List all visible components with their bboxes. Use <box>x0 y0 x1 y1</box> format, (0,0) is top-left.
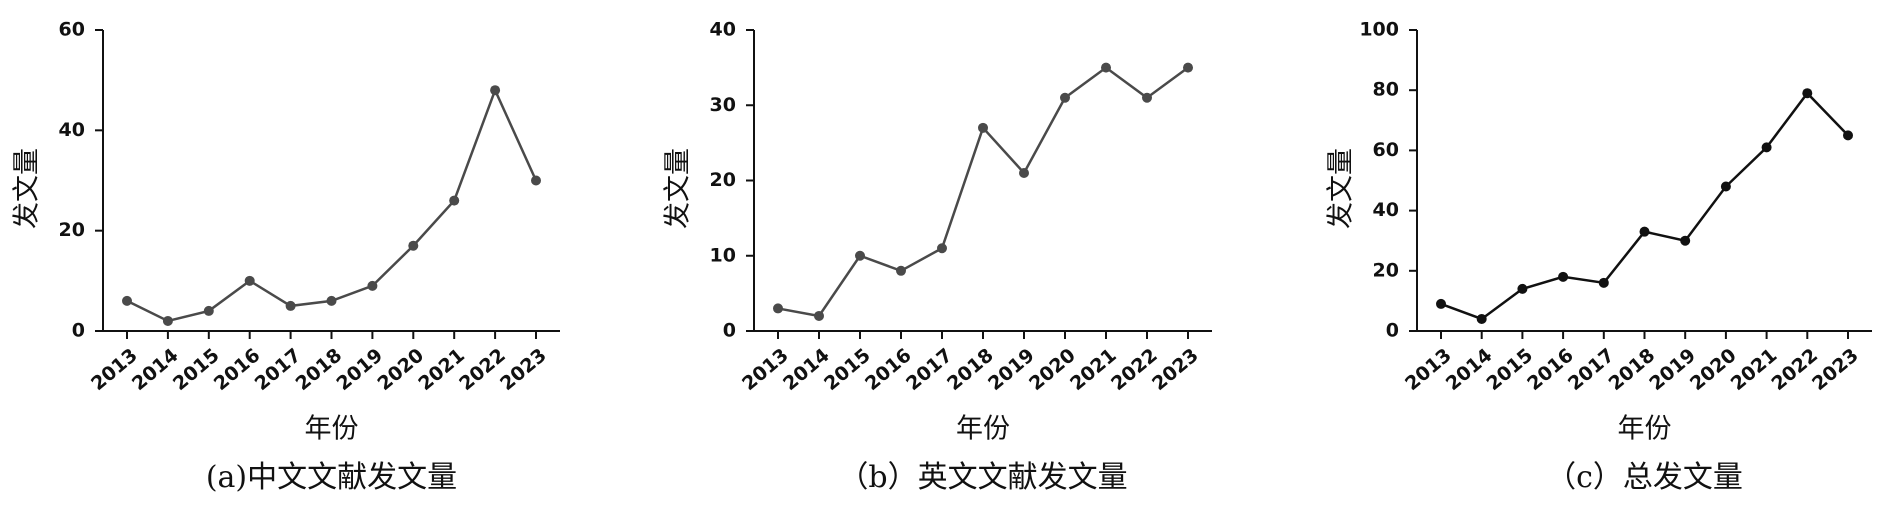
y-tick-label: 20 <box>1373 259 1399 281</box>
point <box>1843 130 1853 141</box>
x-tick-label: 2023 <box>1808 344 1863 395</box>
point <box>1558 271 1569 282</box>
y-tick-label: 20 <box>59 219 85 241</box>
y-tick-label: 30 <box>710 94 736 116</box>
x-tick-label: 2022 <box>1107 344 1162 395</box>
point <box>1060 92 1070 103</box>
x-tick-label: 2022 <box>455 344 510 395</box>
point <box>285 300 296 311</box>
caption: （b）英文文献发文量 <box>838 460 1127 495</box>
point <box>1019 167 1029 178</box>
x-tick-label: 2013 <box>87 344 142 395</box>
y-axis-label: 发文量 <box>663 148 694 229</box>
point <box>326 295 337 306</box>
x-tick-label: 2019 <box>984 344 1039 395</box>
y-tick-label: 0 <box>723 320 736 342</box>
y-tick-label: 80 <box>1373 79 1399 101</box>
point <box>1761 142 1772 153</box>
x-tick-label: 2018 <box>292 344 347 395</box>
x-tick-label: 2015 <box>169 344 224 395</box>
x-tick-label: 2020 <box>1686 344 1741 395</box>
point <box>367 280 378 291</box>
x-tick-label: 2016 <box>1523 344 1578 395</box>
x-tick-label: 2017 <box>1564 344 1619 395</box>
point <box>937 243 947 254</box>
y-tick-label: 40 <box>59 119 85 141</box>
x-tick-label: 2017 <box>251 344 306 395</box>
x-tick-label: 2019 <box>1645 344 1700 395</box>
point <box>1517 283 1528 294</box>
x-tick-label: 2018 <box>1605 344 1660 395</box>
point <box>814 310 824 321</box>
x-tick-label: 2018 <box>943 344 998 395</box>
x-tick-label: 2015 <box>1482 344 1537 395</box>
point <box>1680 235 1691 246</box>
point <box>773 303 783 314</box>
caption: （c）总发文量 <box>1546 460 1743 495</box>
y-tick-label: 10 <box>710 244 736 266</box>
point <box>1598 277 1609 288</box>
x-tick-label: 2020 <box>373 344 428 395</box>
line-series <box>1440 91 1849 321</box>
point <box>978 122 988 133</box>
point <box>1720 181 1731 192</box>
x-axis-label: 年份 <box>1618 414 1672 445</box>
x-tick-label: 2022 <box>1767 344 1822 395</box>
y-axis-label: 发文量 <box>1326 148 1357 229</box>
line-series <box>777 66 1189 318</box>
caption: (a)中文文献发文量 <box>206 460 457 495</box>
point <box>1476 313 1487 324</box>
x-tick-label: 2013 <box>738 344 793 395</box>
point <box>490 85 501 96</box>
line-series <box>126 86 538 323</box>
point <box>1436 298 1446 309</box>
y-tick-label: 40 <box>710 19 736 41</box>
y-tick-label: 20 <box>710 169 736 191</box>
point <box>1101 62 1111 73</box>
y-tick-label: 60 <box>59 19 85 41</box>
x-axis-label: 年份 <box>305 414 359 445</box>
y-tick-label: 0 <box>1386 320 1399 342</box>
x-tick-label: 2014 <box>128 344 183 395</box>
point <box>531 175 541 186</box>
x-tick-label: 2014 <box>779 344 834 395</box>
y-tick-label: 0 <box>72 320 85 342</box>
x-tick-label: 2014 <box>1442 344 1497 395</box>
point <box>1639 226 1650 237</box>
x-tick-label: 2021 <box>1727 344 1782 395</box>
y-axis-label: 发文量 <box>12 148 43 229</box>
x-tick-label: 2023 <box>496 344 551 395</box>
point <box>122 295 132 306</box>
point <box>244 275 255 286</box>
x-tick-label: 2017 <box>902 344 957 395</box>
y-tick-label: 100 <box>1359 19 1399 41</box>
x-tick-label: 2023 <box>1148 344 1203 395</box>
point <box>1183 62 1193 73</box>
point <box>408 240 419 251</box>
point <box>896 265 906 276</box>
point <box>1142 92 1152 103</box>
y-tick-label: 60 <box>1373 139 1399 161</box>
x-tick-label: 2020 <box>1025 344 1080 395</box>
x-tick-label: 2021 <box>1066 344 1121 395</box>
y-tick-label: 40 <box>1373 199 1399 221</box>
x-tick-label: 2013 <box>1401 344 1456 395</box>
point <box>855 250 865 261</box>
point <box>162 315 173 326</box>
point <box>449 195 460 206</box>
x-tick-label: 2019 <box>332 344 387 395</box>
x-tick-label: 2016 <box>210 344 265 395</box>
x-tick-label: 2016 <box>861 344 916 395</box>
x-tick-label: 2015 <box>820 344 875 395</box>
point <box>203 305 214 316</box>
x-tick-label: 2021 <box>414 344 469 395</box>
x-axis-label: 年份 <box>956 414 1010 445</box>
point <box>1802 88 1813 99</box>
